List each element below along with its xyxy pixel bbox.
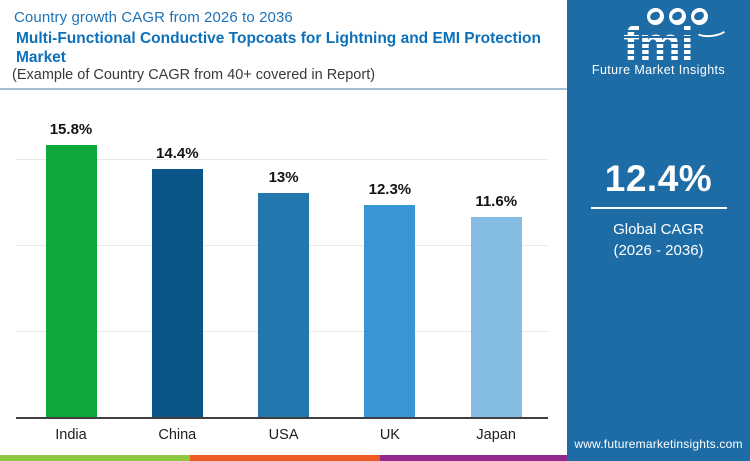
fmi-logo: fmi Future Market Insights (567, 7, 750, 77)
category-label-japan: Japan (476, 427, 516, 443)
chart-title: Country growth CAGR from 2026 to 2036 (14, 9, 293, 26)
footer-strip-segment-3 (380, 455, 575, 461)
category-label-uk: UK (379, 427, 400, 443)
footer-strip-segment-2 (190, 455, 380, 461)
globe-asia-icon (691, 8, 708, 25)
globe-americas-icon (647, 8, 664, 25)
footer-strip-segment-1 (0, 455, 190, 461)
category-label-china: China (158, 427, 197, 443)
logo-globes (605, 7, 750, 26)
website-url: www.futuremarketinsights.com (574, 437, 743, 451)
global-cagr-stat: 12.4% Global CAGR (2026 - 2036) (567, 158, 750, 261)
logo-tagline: Future Market Insights (591, 63, 726, 77)
bar-value-label-china: 14.4% (156, 145, 199, 163)
global-cagr-label-2: (2026 - 2036) (613, 242, 704, 259)
bar-usa (258, 193, 310, 417)
global-cagr-value: 12.4% (604, 158, 713, 199)
category-label-india: India (55, 427, 87, 443)
gridline-15pct (16, 159, 548, 160)
bar-value-label-usa: 13% (268, 169, 299, 187)
bar-uk (364, 205, 416, 417)
globe-europe-icon (669, 8, 686, 25)
chart-header: Country growth CAGR from 2026 to 2036 Mu… (0, 0, 567, 90)
category-label-usa: USA (268, 427, 299, 443)
chart-subtitle: Multi-Functional Conductive Topcoats for… (16, 30, 541, 66)
bar-japan (470, 217, 522, 417)
bar-value-label-india: 15.8% (49, 121, 93, 139)
bar-india (45, 145, 97, 417)
bar-value-label-japan: 11.6% (475, 193, 518, 211)
chart-note: (Example of Country CAGR from 40+ covere… (12, 67, 376, 83)
logo-wordmark: fmi (567, 20, 750, 67)
sidebar: fmi Future Market Insights 12.4% Global … (567, 0, 750, 461)
stat-divider (590, 207, 727, 209)
bar-value-label-uk: 12.3% (368, 181, 412, 199)
x-axis-line (16, 417, 548, 419)
global-cagr-label-1: Global CAGR (613, 221, 704, 238)
bar-china (151, 169, 203, 417)
